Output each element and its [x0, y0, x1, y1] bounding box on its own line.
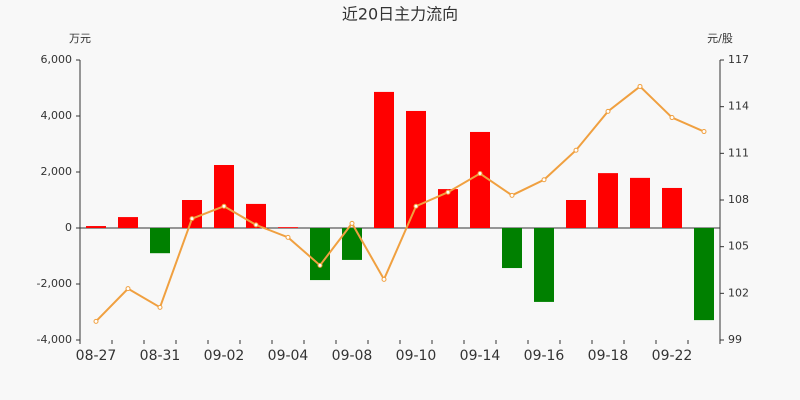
bar [278, 227, 298, 228]
bar [470, 131, 490, 228]
y-tick-label: -4,000 [37, 333, 72, 346]
y-tick-label: -2,000 [37, 277, 72, 290]
bar [630, 177, 650, 228]
y2-tick-label: 102 [728, 286, 749, 299]
line-point [285, 234, 291, 240]
line-point [157, 304, 163, 310]
line-point [541, 177, 547, 183]
y-tick-label: 2,000 [41, 165, 73, 178]
bar [438, 189, 458, 228]
bar [182, 200, 202, 228]
bar [310, 228, 330, 281]
line-point [669, 115, 675, 121]
line-point [605, 108, 611, 114]
y2-tick-label: 99 [728, 333, 742, 346]
line-point [189, 216, 195, 222]
y-tick-label: 6,000 [41, 53, 73, 66]
bar [502, 228, 522, 269]
y2-tick-label: 108 [728, 193, 749, 206]
bar [214, 165, 234, 228]
y2-tick-label: 111 [728, 146, 749, 159]
line-point [253, 222, 259, 228]
line-point [701, 129, 707, 135]
line-point [221, 203, 227, 209]
line-point [125, 286, 131, 292]
bar [694, 228, 714, 321]
bar [118, 217, 138, 228]
chart-title: 近20日主力流向 [342, 5, 458, 24]
line-point [93, 318, 99, 324]
x-tick-label: 08-27 [76, 348, 117, 364]
y-tick-label: 4,000 [41, 109, 73, 122]
y2-tick-label: 105 [728, 240, 749, 253]
x-tick-label: 09-10 [396, 348, 437, 364]
bar [374, 91, 394, 228]
y-axis-unit: 万元 [69, 32, 91, 45]
line-point [637, 83, 643, 89]
bar [534, 228, 554, 302]
y2-axis-unit: 元/股 [707, 32, 733, 45]
bar [598, 173, 618, 228]
x-tick-label: 09-04 [268, 348, 309, 364]
line-point [381, 276, 387, 282]
bar [150, 228, 170, 254]
x-tick-label: 09-16 [524, 348, 565, 364]
line-point [573, 147, 579, 153]
line-point [317, 262, 323, 268]
x-tick-label: 09-18 [588, 348, 629, 364]
line-point [509, 192, 515, 198]
x-tick-label: 09-22 [652, 348, 693, 364]
x-tick-label: 09-02 [204, 348, 245, 364]
y2-tick-label: 114 [728, 100, 749, 113]
y2-tick-label: 117 [728, 53, 749, 66]
line-point [445, 189, 451, 195]
line-point [477, 171, 483, 177]
y-tick-label: 0 [65, 221, 72, 234]
bar [406, 110, 426, 228]
x-tick-label: 08-31 [140, 348, 181, 364]
x-tick-label: 09-14 [460, 348, 501, 364]
bar [566, 200, 586, 228]
line-point [413, 203, 419, 209]
x-tick-label: 09-08 [332, 348, 373, 364]
line-point [349, 220, 355, 226]
line [95, 85, 705, 323]
bar [86, 226, 106, 228]
bar [662, 187, 682, 228]
bar [342, 228, 362, 260]
